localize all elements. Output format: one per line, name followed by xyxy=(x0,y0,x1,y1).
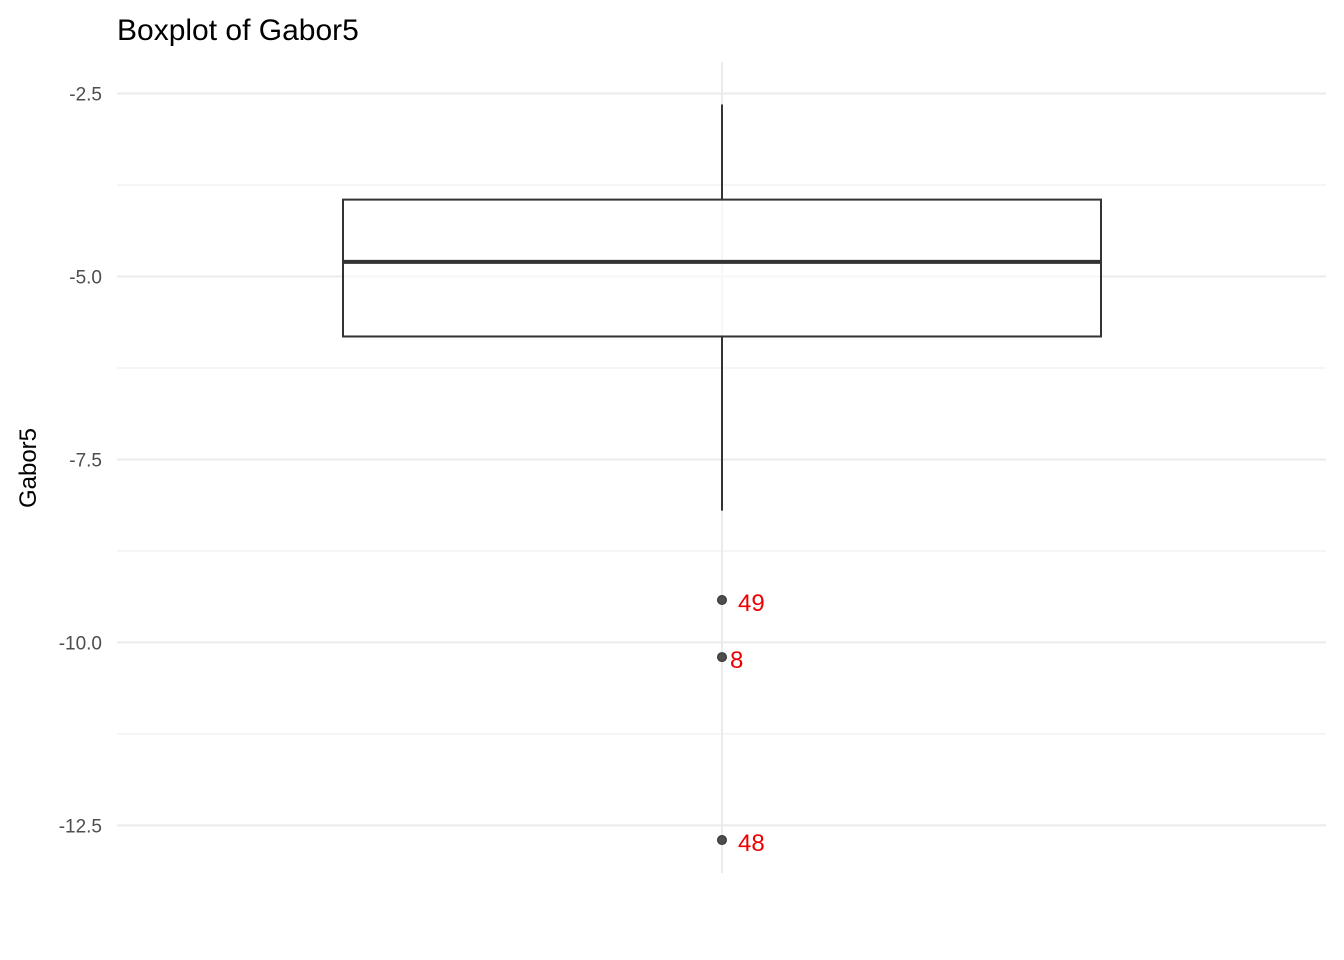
y-tick-label-3: -10.0 xyxy=(59,633,102,654)
y-tick-label-0: -2.5 xyxy=(69,84,102,105)
outlier-point-8 xyxy=(717,652,727,663)
outlier-points xyxy=(717,594,727,846)
y-tick-label-1: -5.0 xyxy=(69,267,102,288)
y-tick-label-2: -7.5 xyxy=(69,450,102,471)
y-tick-labels: -2.5 -5.0 -7.5 -10.0 -12.5 xyxy=(59,84,102,837)
outlier-label-8: 8 xyxy=(730,647,743,674)
outlier-point-48 xyxy=(717,835,727,846)
box-iqr xyxy=(342,198,1102,338)
y-tick-label-4: -12.5 xyxy=(59,816,102,837)
outlier-point-49 xyxy=(717,594,727,605)
box-and-whiskers xyxy=(342,104,1102,511)
outlier-label-49: 49 xyxy=(738,590,765,617)
outlier-labels: 49 8 48 xyxy=(730,590,765,857)
outlier-label-48: 48 xyxy=(738,830,765,857)
chart-title: Boxplot of Gabor5 xyxy=(117,14,359,47)
y-axis-label: Gabor5 xyxy=(15,428,42,508)
